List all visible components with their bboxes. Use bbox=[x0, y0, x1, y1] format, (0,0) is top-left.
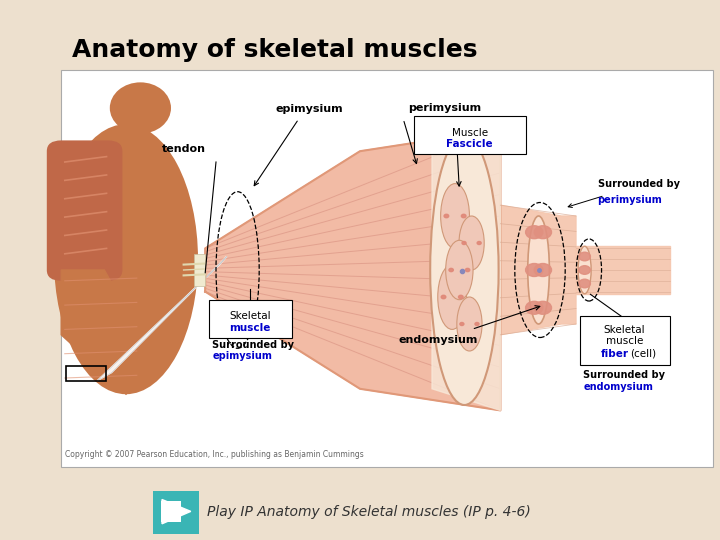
Polygon shape bbox=[205, 130, 500, 410]
FancyBboxPatch shape bbox=[209, 300, 292, 338]
Text: Surrounded by: Surrounded by bbox=[598, 179, 680, 189]
Circle shape bbox=[477, 241, 481, 245]
Text: muscle: muscle bbox=[230, 323, 271, 334]
Ellipse shape bbox=[446, 240, 473, 300]
Circle shape bbox=[459, 295, 463, 299]
Circle shape bbox=[534, 264, 552, 276]
Circle shape bbox=[526, 264, 543, 276]
Polygon shape bbox=[500, 205, 576, 335]
Ellipse shape bbox=[528, 216, 549, 324]
Text: epimysium: epimysium bbox=[276, 104, 343, 114]
FancyBboxPatch shape bbox=[47, 140, 122, 281]
Circle shape bbox=[444, 214, 449, 218]
Circle shape bbox=[534, 301, 552, 314]
Ellipse shape bbox=[110, 82, 171, 133]
Text: Anatomy of skeletal muscles: Anatomy of skeletal muscles bbox=[72, 38, 477, 62]
Text: Play IP Anatomy of Skeletal muscles (IP p. 4-6): Play IP Anatomy of Skeletal muscles (IP … bbox=[207, 505, 531, 519]
Circle shape bbox=[579, 266, 590, 274]
Ellipse shape bbox=[459, 216, 485, 270]
Circle shape bbox=[579, 252, 590, 261]
Text: Fascicle: Fascicle bbox=[446, 139, 493, 149]
Ellipse shape bbox=[456, 297, 482, 351]
Text: perimysium: perimysium bbox=[408, 103, 482, 113]
Circle shape bbox=[460, 322, 464, 326]
Text: endomysium: endomysium bbox=[583, 382, 653, 393]
Ellipse shape bbox=[431, 135, 498, 405]
Circle shape bbox=[534, 226, 552, 239]
Text: Skeletal: Skeletal bbox=[604, 325, 645, 335]
FancyBboxPatch shape bbox=[414, 116, 526, 154]
Text: tendon: tendon bbox=[161, 144, 206, 154]
Polygon shape bbox=[194, 254, 205, 286]
Circle shape bbox=[449, 268, 454, 272]
Text: Skeletal: Skeletal bbox=[230, 312, 271, 321]
Text: (cell): (cell) bbox=[630, 349, 656, 359]
Text: Copyright © 2007 Pearson Education, Inc., publishing as Benjamin Cummings: Copyright © 2007 Pearson Education, Inc.… bbox=[65, 450, 364, 459]
Text: Surrounded by: Surrounded by bbox=[583, 370, 665, 380]
FancyBboxPatch shape bbox=[61, 70, 713, 467]
Polygon shape bbox=[576, 246, 670, 294]
Ellipse shape bbox=[438, 265, 467, 329]
Text: Muscle: Muscle bbox=[451, 128, 488, 138]
Text: endomysium: endomysium bbox=[398, 335, 477, 345]
Text: muscle: muscle bbox=[606, 336, 643, 346]
FancyBboxPatch shape bbox=[161, 501, 181, 522]
Ellipse shape bbox=[441, 184, 469, 248]
Text: epimysium: epimysium bbox=[212, 351, 272, 361]
Circle shape bbox=[462, 241, 466, 245]
FancyBboxPatch shape bbox=[580, 316, 670, 364]
Circle shape bbox=[526, 226, 543, 239]
Circle shape bbox=[441, 295, 446, 299]
Circle shape bbox=[526, 301, 543, 314]
Text: perimysium: perimysium bbox=[598, 195, 662, 206]
Circle shape bbox=[579, 279, 590, 288]
Polygon shape bbox=[97, 256, 227, 381]
Text: Surrounded by: Surrounded by bbox=[212, 340, 294, 350]
Polygon shape bbox=[61, 270, 158, 394]
Ellipse shape bbox=[578, 246, 591, 294]
Circle shape bbox=[462, 214, 466, 218]
Ellipse shape bbox=[54, 124, 198, 394]
Bar bbox=[66, 366, 106, 381]
Polygon shape bbox=[432, 130, 500, 410]
FancyBboxPatch shape bbox=[153, 491, 199, 534]
Circle shape bbox=[465, 268, 469, 272]
Text: fiber: fiber bbox=[600, 349, 629, 359]
Circle shape bbox=[475, 322, 479, 326]
Polygon shape bbox=[162, 500, 191, 524]
